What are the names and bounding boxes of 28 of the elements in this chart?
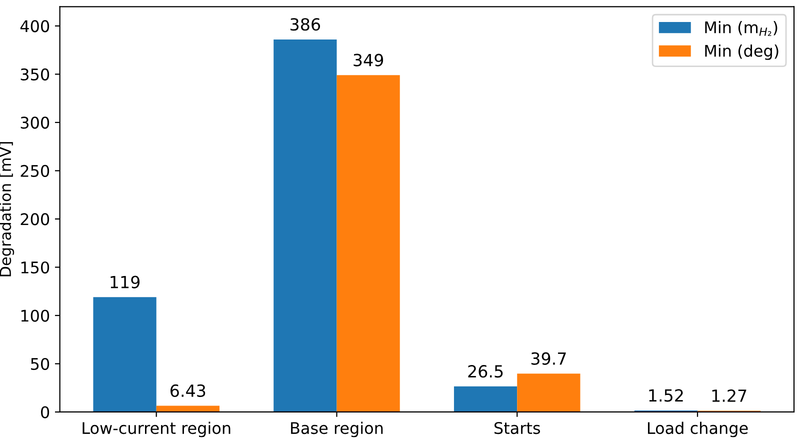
legend-label: Min (deg) [705, 44, 778, 60]
data-label: 39.7 [531, 352, 566, 365]
x-tick-label: Low-current region [82, 422, 230, 438]
x-tick-label: Base region [291, 422, 383, 438]
x-tick-label: Starts [494, 422, 540, 434]
y-tick-label: 250 [20, 164, 50, 178]
bar [517, 374, 580, 412]
bar [454, 386, 518, 412]
data-label: 386 [290, 18, 320, 31]
bar [336, 75, 400, 412]
y-tick-label: 0 [41, 406, 50, 418]
data-label: 6.43 [170, 384, 206, 397]
data-label: 349 [354, 54, 384, 66]
y-tick-label: 100 [21, 310, 50, 322]
bar [93, 297, 156, 412]
y-tick-label: 350 [20, 68, 50, 80]
y-tick-label: 200 [20, 213, 50, 226]
data-label: 26.5 [468, 365, 503, 378]
x-tick-label: Load change [648, 422, 748, 438]
data-label: 1.27 [712, 389, 746, 402]
data-label: 1.52 [649, 389, 683, 402]
data-label: 119 [110, 276, 140, 288]
y-tick-label: 150 [21, 261, 50, 274]
y-tick-label: 300 [20, 116, 50, 129]
bar [274, 39, 337, 412]
y-tick-label: 400 [20, 20, 50, 32]
y-tick-label: 50 [31, 358, 50, 370]
legend-label: Min (m$_{H₂}$) [705, 21, 778, 36]
